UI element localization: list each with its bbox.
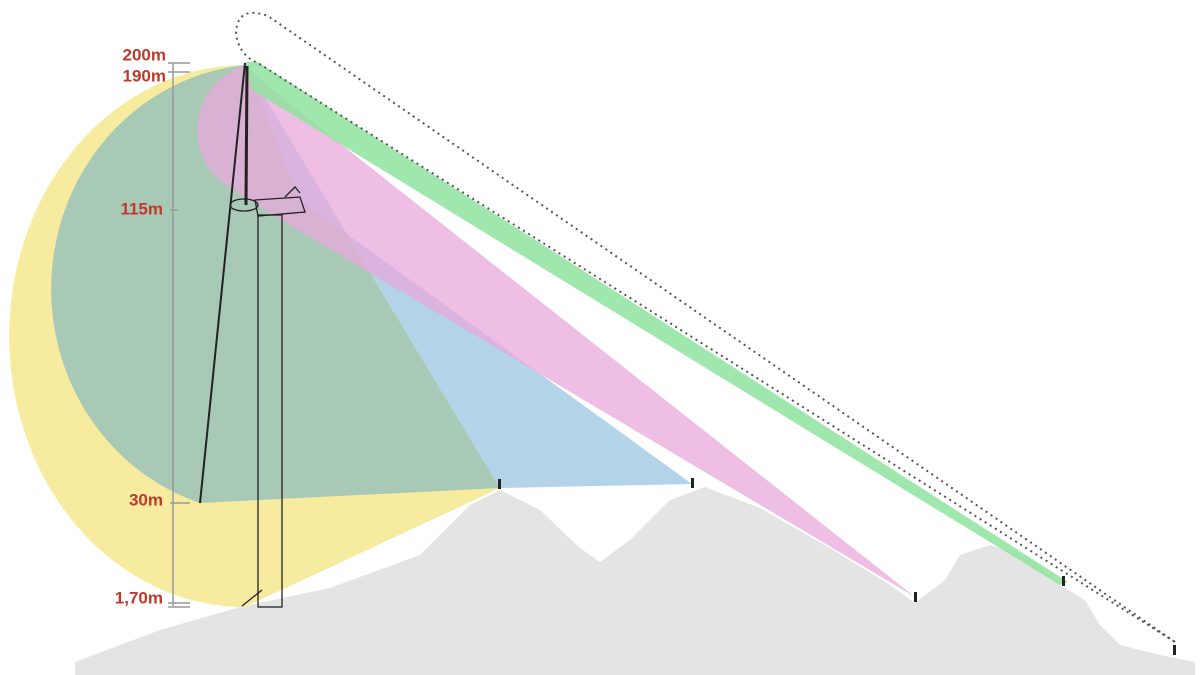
height-label: 190m	[123, 66, 166, 85]
turbine	[199, 62, 306, 608]
ground	[75, 487, 1195, 675]
green-band	[245, 62, 1068, 585]
pink-zone	[197, 65, 915, 597]
height-label: 30m	[129, 490, 163, 509]
height-label: 1,70m	[115, 588, 163, 607]
blue-zone	[245, 65, 692, 488]
teal-zone	[51, 65, 501, 503]
scale-ticks	[168, 62, 190, 608]
dotted-loop	[234, 11, 1176, 643]
height-label: 115m	[120, 199, 163, 218]
observers	[498, 478, 1176, 655]
height-label: 200m	[123, 45, 166, 64]
